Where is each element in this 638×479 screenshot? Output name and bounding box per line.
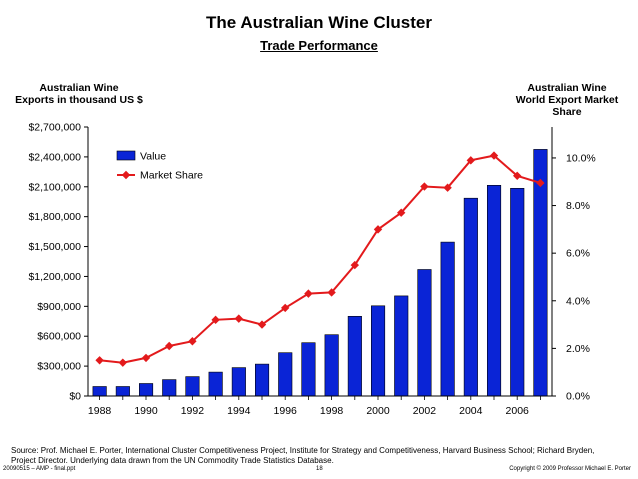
x-tick-label: 1990 bbox=[134, 405, 158, 417]
left-tick-label: $1,200,000 bbox=[28, 271, 81, 283]
value-bar-1990 bbox=[139, 383, 154, 397]
left-tick-label: $1,500,000 bbox=[28, 241, 81, 253]
value-bar-1996 bbox=[278, 352, 293, 397]
market-share-point-1991 bbox=[165, 341, 174, 351]
right-tick-label: 2.0% bbox=[566, 343, 590, 355]
x-tick-label: 1988 bbox=[88, 405, 112, 417]
value-bar-2005 bbox=[486, 185, 502, 397]
left-tick-label: $600,000 bbox=[37, 331, 81, 343]
legend-value-label: Value bbox=[140, 151, 166, 163]
left-axis-title-text: Australian Wine Exports in thousand US $ bbox=[15, 82, 143, 106]
market-share-point-1990 bbox=[141, 353, 151, 363]
market-share-point-1999 bbox=[350, 260, 359, 270]
market-share-point-1992 bbox=[188, 337, 197, 346]
value-bar-1995 bbox=[255, 363, 270, 397]
legend-share-marker bbox=[121, 170, 131, 180]
x-tick-label: 1996 bbox=[274, 405, 298, 417]
x-tick-label: 2000 bbox=[366, 405, 390, 417]
right-tick-label: 8.0% bbox=[566, 200, 590, 212]
right-axis-title: Australian Wine World Export Market Shar… bbox=[502, 82, 632, 118]
value-bar-1997 bbox=[301, 342, 316, 397]
left-tick-label: $1,800,000 bbox=[28, 211, 81, 223]
value-bar-1999 bbox=[347, 315, 362, 397]
value-bar-1992 bbox=[185, 376, 200, 397]
x-tick-label: 1992 bbox=[181, 405, 205, 417]
market-share-line bbox=[99, 154, 541, 364]
value-bar-2001 bbox=[394, 295, 409, 397]
market-share-point-2000 bbox=[373, 225, 383, 234]
market-share-point-1996 bbox=[281, 303, 290, 313]
market-share-point-1998 bbox=[327, 288, 336, 297]
value-bar-2004 bbox=[463, 197, 478, 397]
x-tick-label: 1994 bbox=[227, 405, 251, 417]
left-axis-title: Australian Wine Exports in thousand US $ bbox=[4, 82, 154, 106]
market-share-series bbox=[95, 151, 545, 367]
left-axis-ticks: $0 $300,000 $600,000 $900,000 $1,200,000 $1,5… bbox=[28, 122, 88, 403]
value-bars bbox=[92, 149, 548, 397]
market-share-point-1993 bbox=[211, 315, 220, 325]
market-share-point-2001 bbox=[397, 208, 406, 217]
market-share-point-1995 bbox=[257, 320, 267, 329]
market-share-point-2004 bbox=[466, 156, 475, 165]
value-bar-2003 bbox=[440, 241, 455, 397]
left-tick-label: $0 bbox=[69, 391, 81, 403]
left-tick-label: $300,000 bbox=[37, 361, 81, 373]
axes bbox=[87, 127, 553, 397]
right-tick-label: 6.0% bbox=[566, 248, 590, 260]
value-bar-1989 bbox=[115, 386, 130, 397]
market-share-point-1988 bbox=[95, 356, 104, 365]
right-tick-label: 0.0% bbox=[566, 391, 590, 403]
left-tick-label: $2,700,000 bbox=[28, 122, 81, 134]
value-bar-1991 bbox=[162, 379, 177, 397]
right-tick-label: 4.0% bbox=[566, 295, 590, 307]
market-share-point-2005 bbox=[489, 151, 499, 160]
value-bar-2006 bbox=[510, 188, 525, 397]
market-share-point-2007 bbox=[536, 178, 545, 188]
market-share-point-1994 bbox=[234, 314, 243, 323]
x-tick-label: 2004 bbox=[459, 405, 483, 417]
x-axis-ticks: 1988 1990 1992 1994 1996 1998 2000 2002 2004 2006 bbox=[88, 396, 541, 417]
left-tick-label: $2,100,000 bbox=[28, 181, 81, 193]
value-bar-2000 bbox=[370, 305, 386, 397]
value-bar-1993 bbox=[208, 371, 223, 397]
x-tick-label: 2006 bbox=[506, 405, 530, 417]
slide-subtitle: Trade Performance bbox=[260, 38, 378, 53]
source-note: Source: Prof. Michael E. Porter, Interna… bbox=[11, 446, 595, 465]
legend: Value Market Share bbox=[116, 150, 203, 182]
market-share-point-1989 bbox=[118, 358, 127, 367]
market-share-point-2006 bbox=[513, 171, 522, 181]
legend-value-swatch bbox=[116, 150, 136, 161]
footer-filename: 20090515 – AMP - final.ppt bbox=[3, 466, 76, 472]
market-share-point-2002 bbox=[420, 182, 429, 191]
value-bar-1998 bbox=[324, 334, 339, 397]
x-tick-label: 1998 bbox=[320, 405, 344, 417]
market-share-point-2003 bbox=[443, 183, 452, 192]
right-tick-label: 10.0% bbox=[566, 152, 596, 164]
x-tick-label: 2002 bbox=[413, 405, 437, 417]
footer-page-number: 18 bbox=[316, 466, 323, 472]
left-tick-label: $2,400,000 bbox=[28, 151, 81, 163]
value-bar-1994 bbox=[231, 367, 246, 397]
right-axis-title-text: Australian Wine World Export Market Shar… bbox=[515, 82, 619, 118]
value-bar-1988 bbox=[92, 386, 107, 397]
right-axis-ticks: 0.0% 2.0% 4.0% 6.0% 8.0% 10.0% bbox=[552, 152, 596, 403]
footer-copyright: Copyright © 2009 Professor Michael E. Po… bbox=[509, 466, 631, 472]
legend-share-label: Market Share bbox=[140, 170, 203, 182]
left-tick-label: $900,000 bbox=[37, 301, 81, 313]
slide-title: The Australian Wine Cluster bbox=[206, 13, 432, 32]
value-bar-2002 bbox=[417, 269, 432, 397]
market-share-point-1997 bbox=[304, 289, 313, 298]
